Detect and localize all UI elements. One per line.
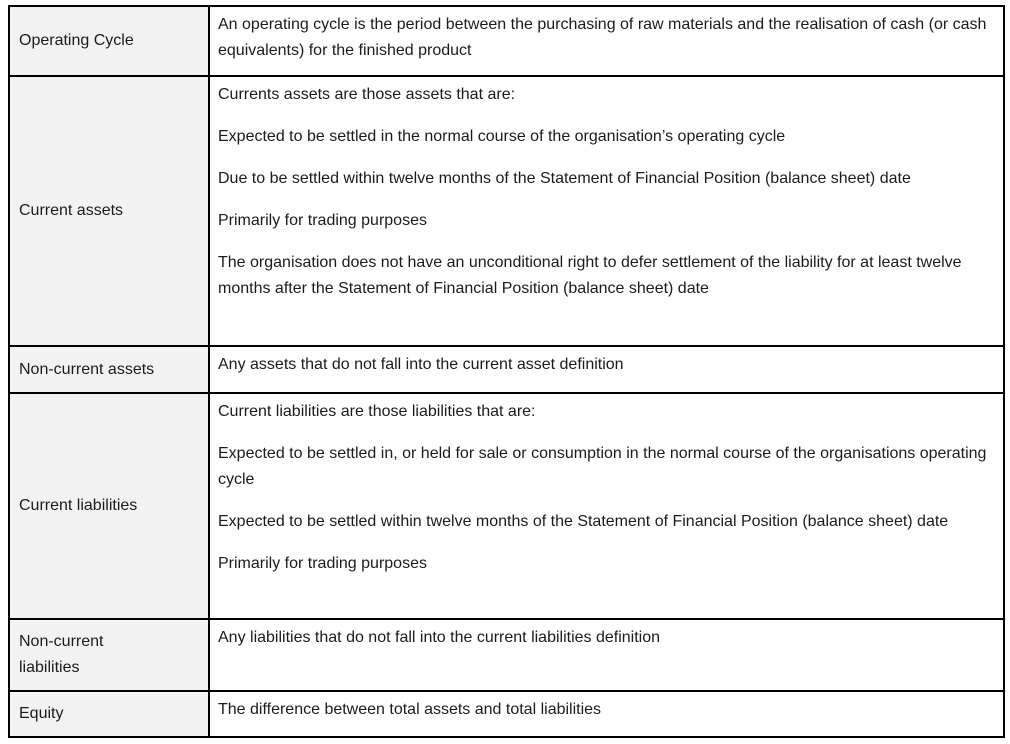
- table-row: Non-current assets Any assets that do not…: [8, 345, 1005, 394]
- definition-paragraph: The difference between total assets and …: [218, 701, 602, 718]
- definition-paragraph: Any liabilities that do not fall into th…: [218, 629, 661, 646]
- table-row: Non-current liabilities Any liabilities t…: [8, 618, 1005, 692]
- definition-paragraph: Expected to be settled within twelve mon…: [218, 513, 949, 530]
- definition-paragraph: The organisation does not have an uncond…: [218, 254, 962, 297]
- definitions-table-body: Operating Cycle An operating cycle is the…: [8, 5, 1005, 738]
- table-row: Current assets Currents assets are those …: [8, 75, 1005, 347]
- table-row: Operating Cycle An operating cycle is the…: [8, 5, 1005, 77]
- definition-cell: Currents assets are those assets that ar…: [208, 75, 1005, 347]
- definition-cell: Current liabilities are those liabilitie…: [208, 392, 1005, 620]
- definition-paragraph: Due to be settled within twelve months o…: [218, 170, 911, 187]
- term-cell: Non-current liabilities: [8, 618, 210, 692]
- definition-paragraph: Primarily for trading purposes: [218, 212, 427, 229]
- definition-paragraph: Primarily for trading purposes: [218, 555, 427, 572]
- definition-paragraph: Currents assets are those assets that ar…: [218, 86, 516, 103]
- term-cell: Current liabilities: [8, 392, 210, 620]
- definition-cell: The difference between total assets and …: [208, 690, 1005, 738]
- definition-paragraph: Expected to be settled in, or held for s…: [218, 445, 987, 488]
- definition-cell: An operating cycle is the period between…: [208, 5, 1005, 77]
- table-row: Equity The difference between total asset…: [8, 690, 1005, 738]
- term-cell: Equity: [8, 690, 210, 738]
- definition-paragraph: Any assets that do not fall into the cur…: [218, 356, 624, 373]
- definitions-table: Operating Cycle An operating cycle is the…: [8, 5, 1005, 738]
- definition-paragraph: An operating cycle is the period between…: [218, 16, 987, 59]
- definition-cell: Any assets that do not fall into the cur…: [208, 345, 1005, 394]
- term-cell: Current assets: [8, 75, 210, 347]
- term-cell: Operating Cycle: [8, 5, 210, 77]
- term-cell: Non-current assets: [8, 345, 210, 394]
- definition-cell: Any liabilities that do not fall into th…: [208, 618, 1005, 692]
- table-row: Current liabilities Current liabilities a…: [8, 392, 1005, 620]
- definition-paragraph: Current liabilities are those liabilitie…: [218, 403, 536, 420]
- definition-paragraph: Expected to be settled in the normal cou…: [218, 128, 786, 145]
